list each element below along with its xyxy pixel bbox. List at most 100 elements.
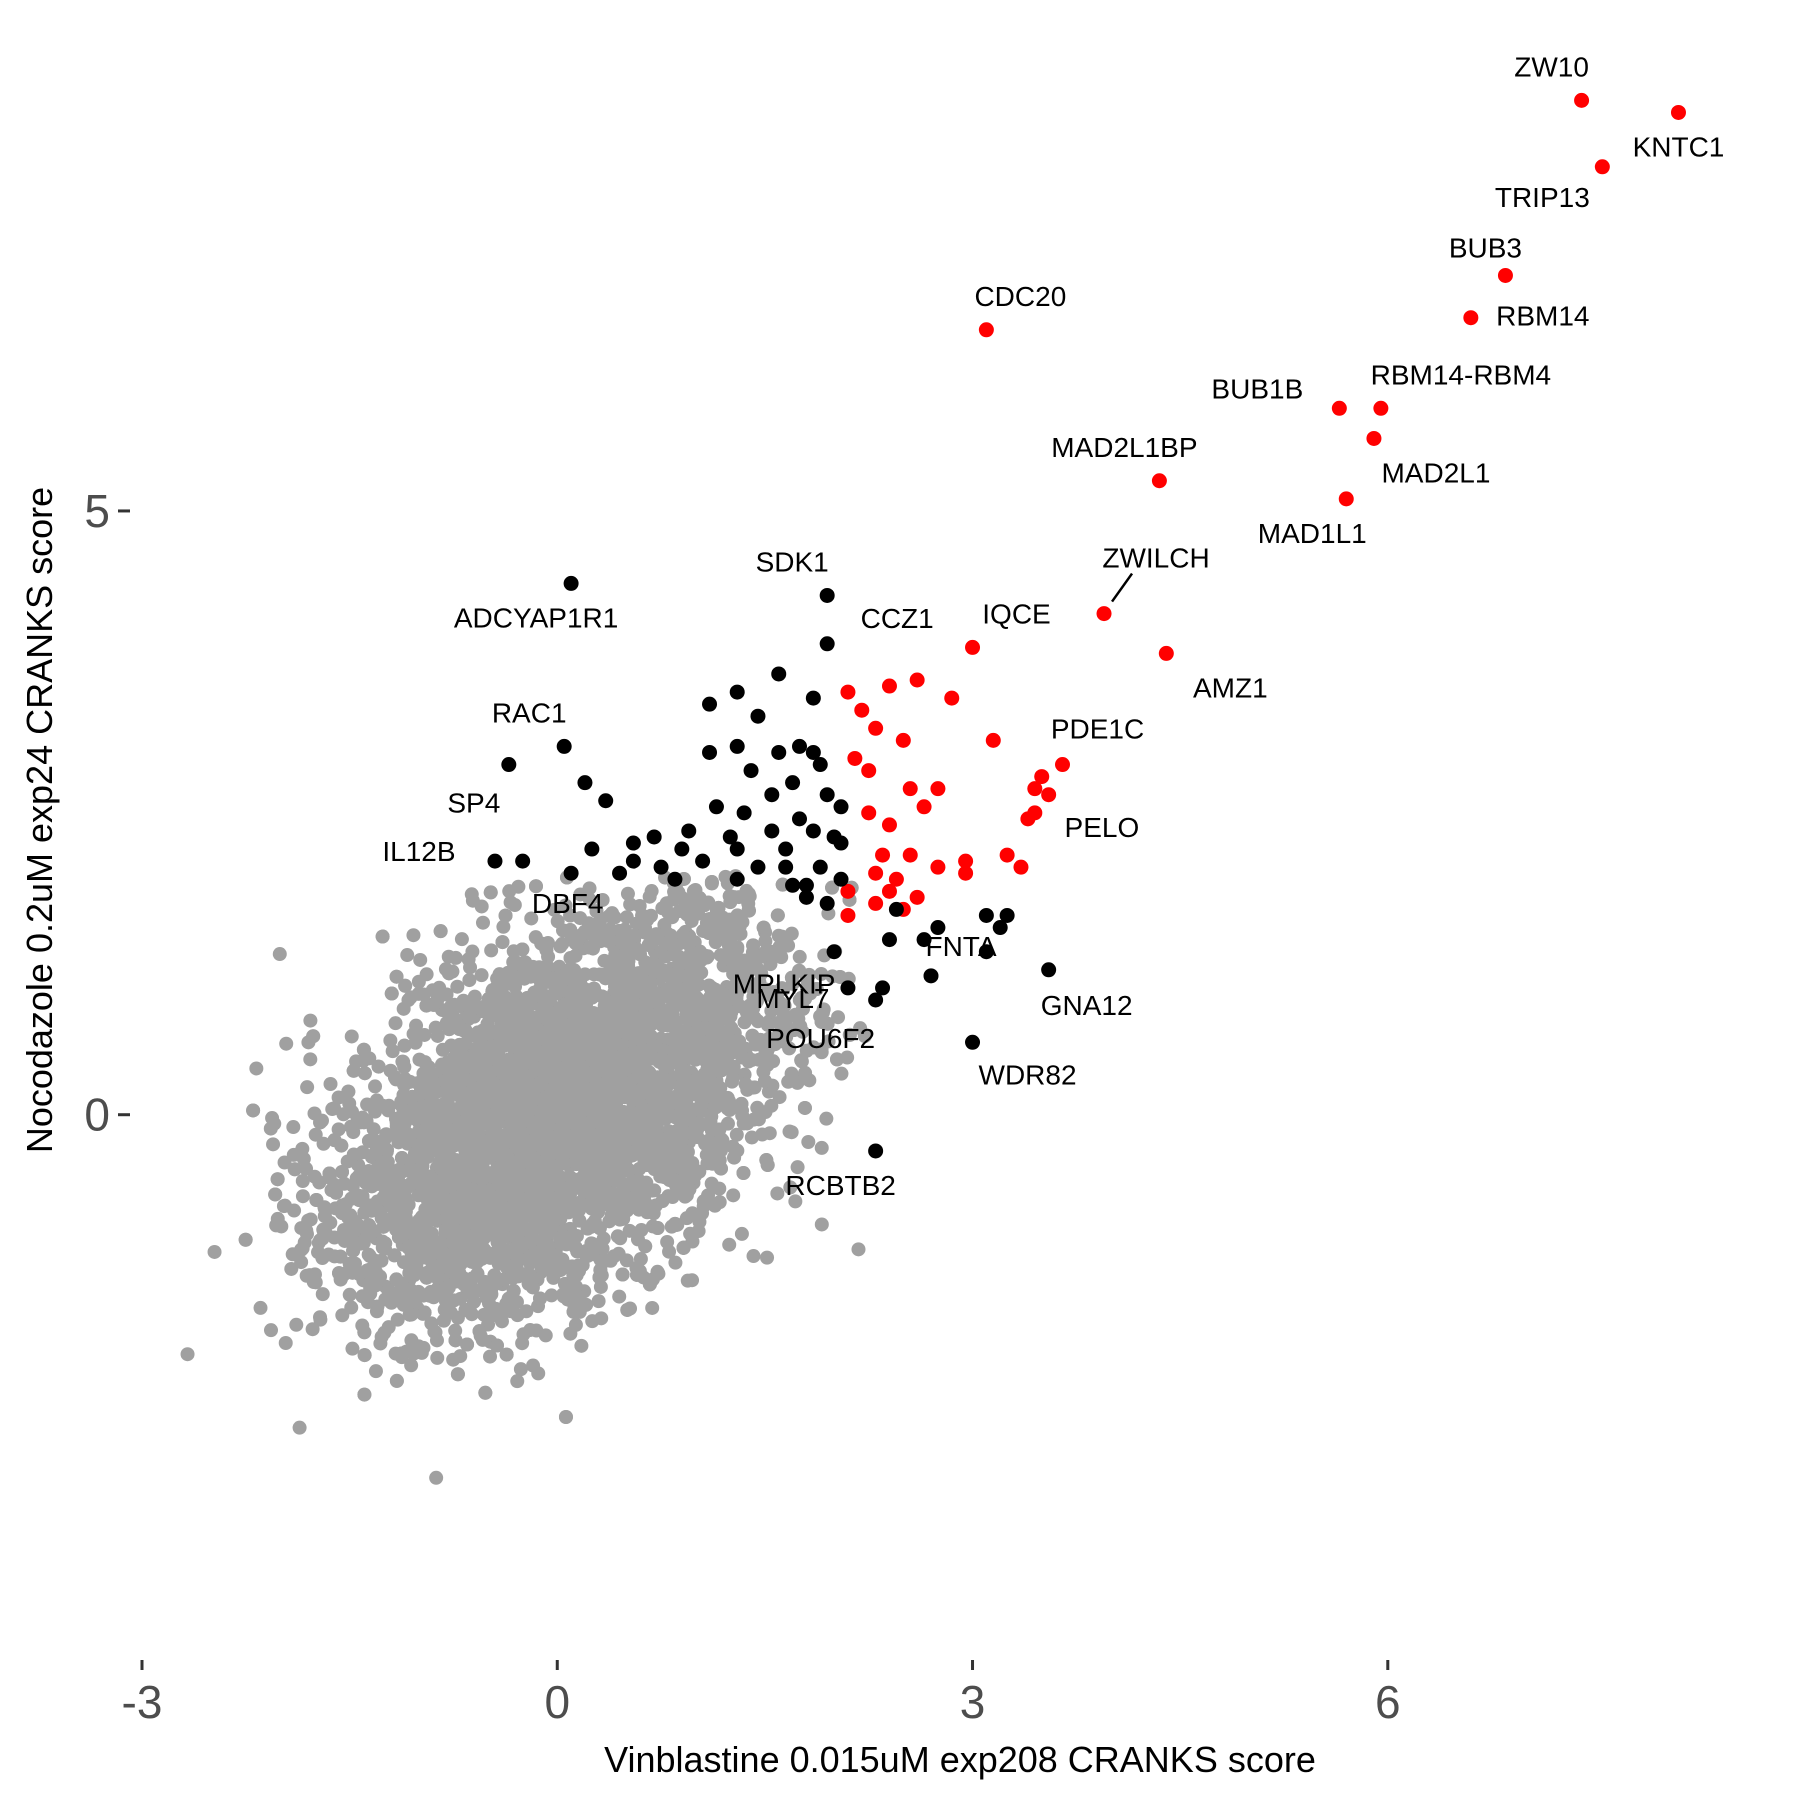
background-point — [806, 1040, 821, 1055]
background-point — [416, 987, 431, 1002]
background-point — [782, 1041, 797, 1056]
background-point — [524, 1149, 539, 1164]
background-point — [507, 898, 522, 913]
background-point — [547, 902, 562, 917]
background-point — [439, 1212, 454, 1227]
background-point — [639, 1178, 654, 1193]
background-point — [295, 1189, 310, 1204]
background-point — [374, 1253, 389, 1268]
background-point — [495, 1054, 510, 1069]
background-point — [448, 1274, 463, 1289]
background-point — [467, 989, 482, 1004]
background-point — [797, 1100, 812, 1115]
background-point — [510, 1250, 525, 1265]
background-point — [462, 973, 477, 988]
background-point — [628, 928, 643, 943]
background-point — [782, 1124, 797, 1139]
background-point — [520, 1222, 535, 1237]
background-point — [671, 991, 686, 1006]
background-point — [475, 915, 490, 930]
background-point — [460, 1169, 475, 1184]
background-point — [519, 1084, 534, 1099]
background-point — [483, 1349, 498, 1364]
background-point — [749, 988, 764, 1003]
background-point — [648, 1118, 663, 1133]
background-point — [417, 1305, 432, 1320]
background-point — [453, 1196, 468, 1211]
background-point — [691, 1117, 706, 1132]
background-gene-cloud — [180, 869, 872, 1485]
background-point — [566, 1268, 581, 1283]
background-point — [430, 1350, 445, 1365]
background-point — [487, 1128, 502, 1143]
background-point — [270, 1172, 285, 1187]
background-point — [461, 1281, 476, 1296]
background-point — [629, 1267, 644, 1282]
background-point — [602, 909, 617, 924]
background-point — [428, 1020, 443, 1035]
background-point — [616, 1211, 631, 1226]
background-point — [441, 949, 456, 964]
background-point — [364, 1179, 379, 1194]
background-point — [721, 936, 736, 951]
background-point — [801, 1134, 816, 1149]
background-point — [286, 1120, 301, 1135]
background-point — [381, 1320, 396, 1335]
background-point — [381, 1098, 396, 1113]
background-point — [378, 1236, 393, 1251]
background-point — [772, 1090, 787, 1105]
background-point — [683, 1086, 698, 1101]
background-point — [368, 1364, 383, 1379]
background-point — [539, 960, 554, 975]
background-point — [356, 1053, 371, 1068]
background-point — [303, 1052, 318, 1067]
background-point — [692, 891, 707, 906]
background-point — [702, 912, 717, 927]
background-point — [736, 1116, 751, 1131]
background-point — [357, 1387, 372, 1402]
background-point — [788, 1194, 803, 1209]
background-point — [569, 1144, 584, 1159]
y-tick-label: 0 — [84, 1089, 110, 1141]
background-point — [610, 1229, 625, 1244]
background-point — [472, 1324, 487, 1339]
background-point — [704, 1140, 719, 1155]
background-point — [461, 1008, 476, 1023]
background-point — [492, 1237, 507, 1252]
background-point — [767, 1036, 782, 1051]
background-point — [534, 978, 549, 993]
background-point — [452, 1022, 467, 1037]
background-point — [599, 1038, 614, 1053]
background-point — [790, 1160, 805, 1175]
background-point — [572, 1030, 587, 1045]
background-point — [563, 1084, 578, 1099]
background-point — [814, 1014, 829, 1029]
background-point — [831, 1010, 846, 1025]
background-point — [315, 1287, 330, 1302]
x-tick-label: 0 — [544, 1676, 570, 1728]
background-point — [626, 1199, 641, 1214]
background-point — [494, 1272, 509, 1287]
background-point — [617, 922, 632, 937]
background-point — [690, 904, 705, 919]
background-point — [396, 1103, 411, 1118]
background-point — [560, 996, 575, 1011]
background-point — [346, 1243, 361, 1258]
background-point — [794, 991, 809, 1006]
background-point — [397, 1059, 412, 1074]
background-point — [726, 1188, 741, 1203]
background-point — [308, 1127, 323, 1142]
background-point — [484, 1286, 499, 1301]
background-point — [409, 1018, 424, 1033]
background-point — [676, 1240, 691, 1255]
background-point — [814, 966, 829, 981]
background-point — [668, 1255, 683, 1270]
background-point — [757, 1074, 772, 1089]
background-point — [638, 1239, 653, 1254]
background-point — [526, 1358, 541, 1373]
background-point — [595, 1112, 610, 1127]
background-point — [418, 1202, 433, 1217]
background-point — [502, 1023, 517, 1038]
background-point — [542, 1224, 557, 1239]
